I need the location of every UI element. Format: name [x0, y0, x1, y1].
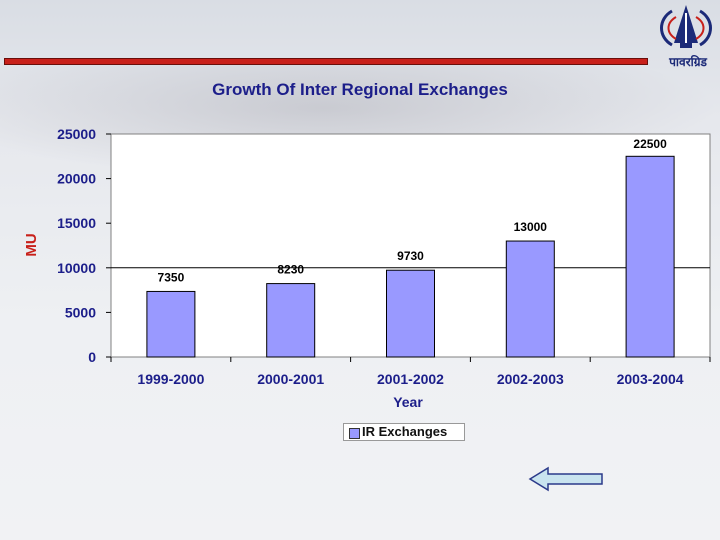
y-tick-label: 20000 — [57, 171, 96, 187]
legend-label: IR Exchanges — [362, 424, 448, 439]
bar — [146, 290, 196, 358]
x-tick-label: 1999-2000 — [137, 371, 204, 387]
y-tick-label: 15000 — [57, 215, 96, 231]
bar — [266, 283, 316, 358]
data-label: 7350 — [158, 270, 185, 284]
x-axis-title: Year — [393, 394, 423, 410]
bar — [505, 240, 555, 358]
y-tick-label: 25000 — [57, 126, 96, 142]
left-arrow-icon[interactable] — [528, 466, 604, 492]
logo-text: पावरग्रिड — [669, 55, 707, 69]
data-label: 8230 — [277, 263, 304, 277]
data-label: 22500 — [633, 137, 667, 151]
chart-title: Growth Of Inter Regional Exchanges — [212, 80, 508, 99]
x-tick-label: 2000-2001 — [257, 371, 324, 387]
legend: IR Exchanges — [343, 423, 465, 441]
x-tick-label: 2001-2002 — [377, 371, 444, 387]
powergrid-logo — [660, 5, 712, 48]
y-tick-label: 0 — [88, 349, 96, 365]
header-bar — [4, 58, 648, 65]
data-label: 9730 — [397, 249, 424, 263]
y-tick-label: 5000 — [65, 304, 96, 320]
data-label: 13000 — [514, 220, 548, 234]
y-tick-label: 10000 — [57, 260, 96, 276]
legend-swatch — [349, 428, 360, 439]
x-tick-label: 2002-2003 — [497, 371, 564, 387]
bar — [625, 155, 675, 358]
x-tick-label: 2003-2004 — [617, 371, 684, 387]
y-axis-title: MU — [23, 233, 40, 256]
bar — [386, 269, 435, 358]
